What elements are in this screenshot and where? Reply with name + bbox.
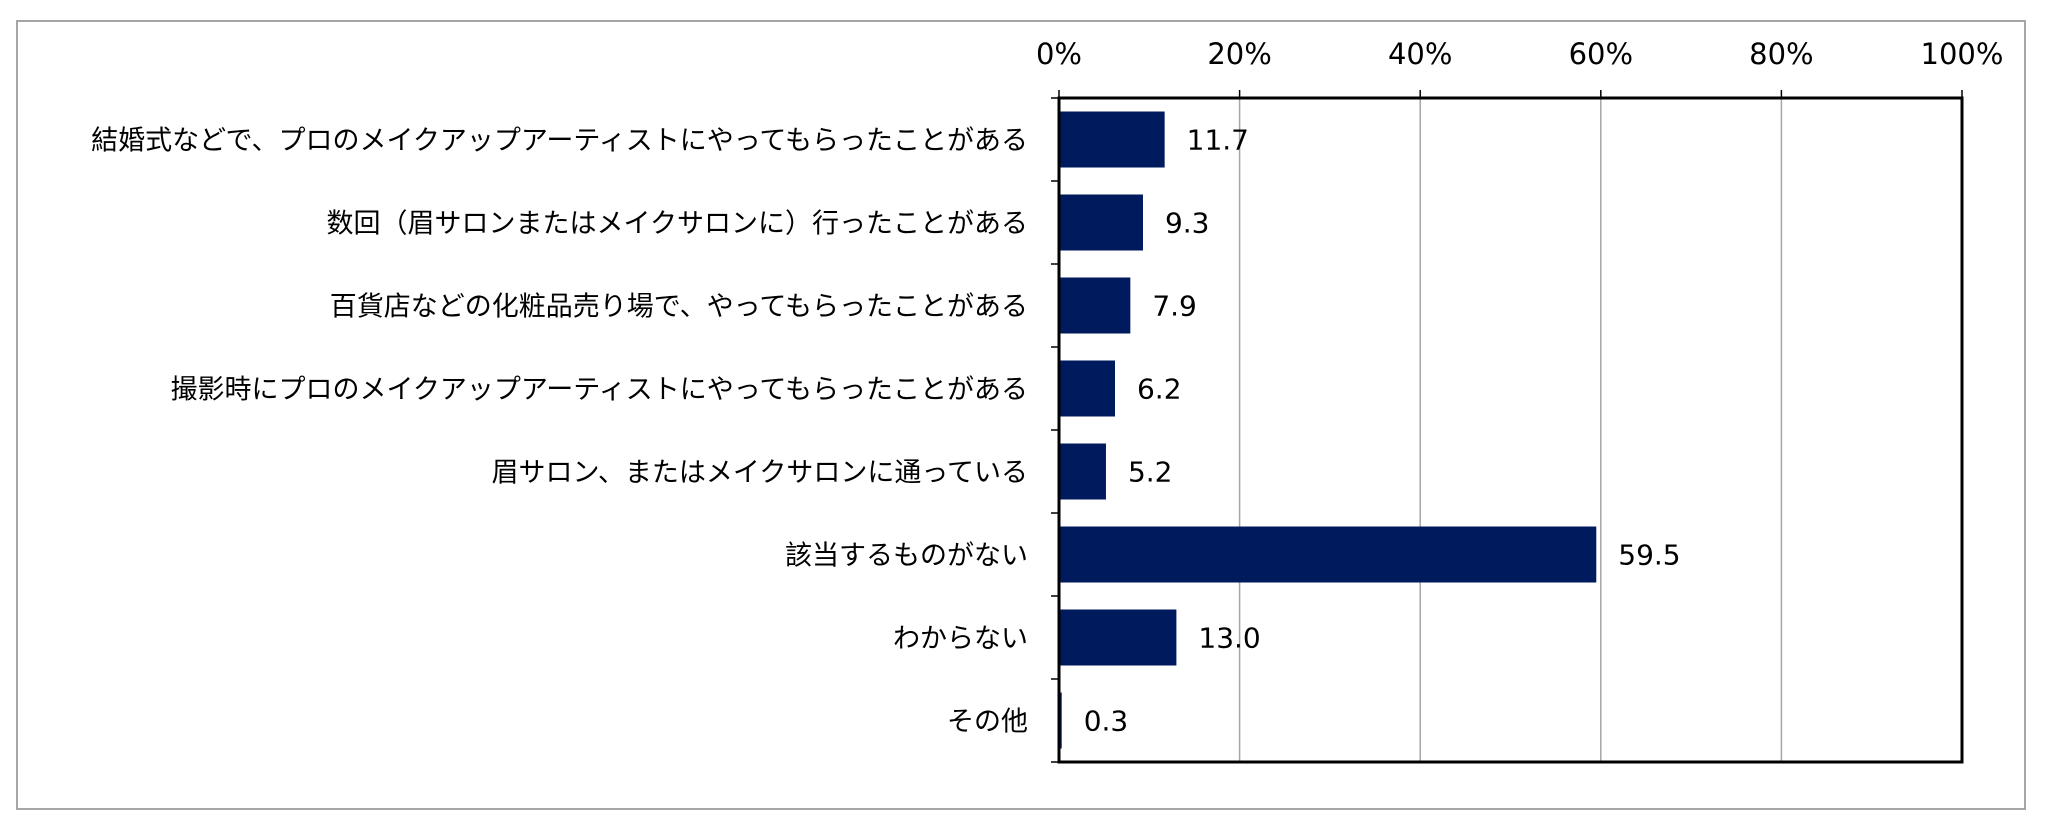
x-tick-label: 20% — [1207, 37, 1271, 71]
bar — [1059, 609, 1177, 666]
data-label: 59.5 — [1618, 539, 1680, 572]
gridlines — [1238, 98, 1783, 762]
x-tick-label: 40% — [1388, 37, 1452, 71]
data-label: 5.2 — [1128, 456, 1173, 489]
data-label: 7.9 — [1152, 290, 1197, 323]
bar — [1059, 277, 1131, 334]
labels: 0% 20% 40% 60% 80% 100% 結婚式などで、プロのメイクアップアーティスト… — [91, 37, 2003, 738]
x-tick-label: 80% — [1749, 37, 1813, 71]
category-label: 該当するものがない — [785, 541, 1028, 572]
category-label: わからない — [893, 624, 1028, 655]
bar — [1059, 526, 1597, 583]
category-label: 結婚式などで、プロのメイクアップアーティストにやってもらったことがある — [91, 126, 1028, 157]
data-label: 13.0 — [1198, 622, 1260, 655]
data-label: 9.3 — [1165, 207, 1210, 240]
x-tick-label: 0% — [1036, 37, 1082, 71]
x-tick-label: 100% — [1921, 37, 2004, 71]
bar — [1059, 111, 1165, 168]
axes — [1051, 90, 1964, 764]
bar — [1059, 194, 1143, 251]
category-label: 眉サロン、またはメイクサロンに通っている — [492, 458, 1029, 489]
bars — [1059, 111, 1597, 749]
data-label: 11.7 — [1187, 124, 1249, 157]
category-label: 撮影時にプロのメイクアップアーティストにやってもらったことがある — [170, 375, 1028, 406]
data-label: 6.2 — [1137, 373, 1182, 406]
chart-frame — [16, 20, 2026, 810]
category-label: その他 — [947, 707, 1028, 738]
plot-area-border — [1057, 96, 1964, 764]
bar — [1059, 443, 1106, 500]
category-label: 百貨店などの化粧品売り場で、やってもらったことがある — [330, 292, 1028, 323]
category-label: 数回（眉サロンまたはメイクサロンに）行ったことがある — [327, 209, 1028, 240]
data-label: 0.3 — [1084, 705, 1129, 738]
x-tick-label: 60% — [1569, 37, 1633, 71]
bar — [1059, 360, 1115, 417]
